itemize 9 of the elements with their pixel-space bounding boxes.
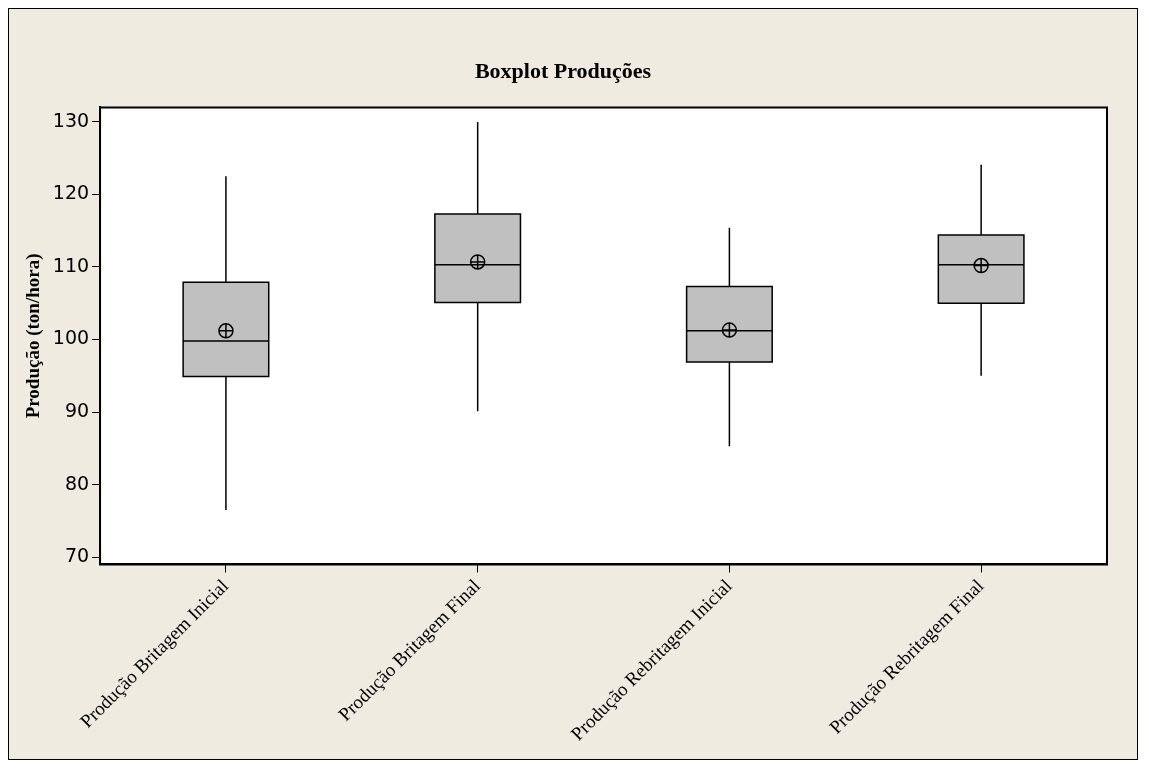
y-tick-label: 90	[64, 399, 90, 422]
y-tick-label: 70	[64, 544, 90, 567]
y-tick-label: 120	[52, 181, 90, 204]
y-axis-title: Produção (ton/hora)	[22, 253, 45, 419]
y-tick-label: 80	[64, 471, 90, 494]
y-tick-label: 130	[52, 108, 90, 131]
y-tick-label: 110	[52, 253, 90, 276]
chart-title: Boxplot Produções	[474, 57, 652, 83]
y-tick-label: 100	[52, 326, 90, 349]
